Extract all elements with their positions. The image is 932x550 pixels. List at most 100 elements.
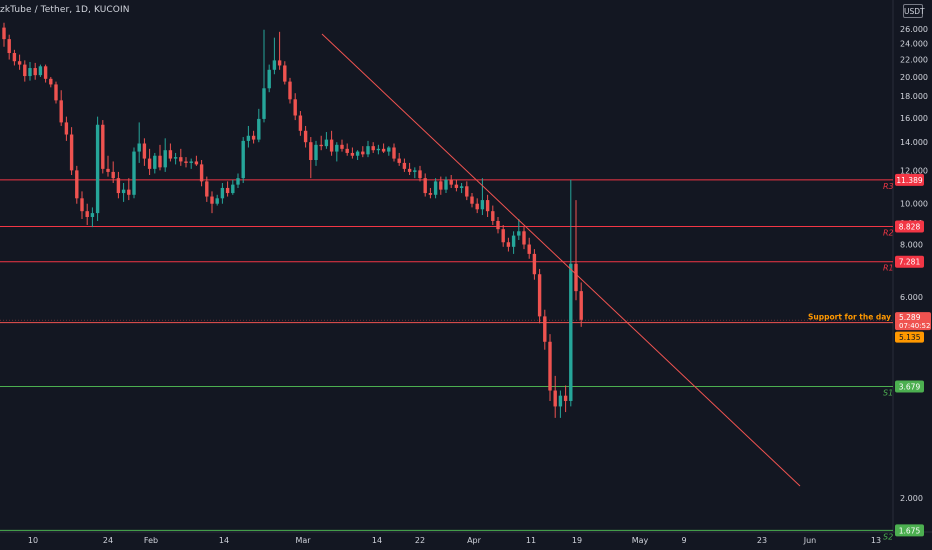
candle-body — [272, 60, 277, 70]
candle-body — [433, 181, 438, 195]
x-tick-label: 19 — [572, 536, 582, 545]
candle-body — [371, 146, 375, 151]
currency-button[interactable]: USDT — [903, 4, 925, 18]
candle-body — [17, 61, 22, 65]
candle-body — [397, 158, 401, 163]
level-price-tag: 3.679 — [899, 383, 921, 392]
candle-body — [387, 147, 391, 152]
candle-body — [439, 181, 443, 190]
candle-body — [184, 161, 188, 163]
candle-body — [69, 134, 74, 171]
level-name-r2: R2 — [883, 229, 894, 238]
candle-body — [153, 155, 157, 169]
x-tick-label: 14 — [372, 536, 382, 545]
candle-body — [257, 118, 261, 140]
x-tick-label: Apr — [467, 536, 482, 545]
level-price-tag-bg — [895, 173, 924, 186]
candle-body — [101, 124, 105, 169]
candle-body — [579, 291, 583, 320]
x-tick-label: Mar — [295, 536, 311, 545]
candle-body — [189, 161, 193, 163]
candle-body — [179, 157, 183, 162]
candle-body — [459, 186, 464, 188]
candle-body — [121, 189, 126, 194]
candle-body — [111, 171, 115, 179]
candle-body — [558, 395, 563, 407]
level-name-r1: R1 — [883, 264, 894, 273]
support-annotation: Support for the day — [808, 313, 891, 322]
candle-body — [205, 181, 209, 197]
candle-body — [246, 135, 251, 141]
trend-line[interactable] — [321, 33, 801, 487]
candle-body — [49, 78, 53, 85]
candle-body — [407, 168, 412, 172]
candle-body — [293, 99, 297, 116]
candle-body — [43, 66, 48, 79]
y-tick-label: 16.000 — [900, 114, 928, 123]
candle-body — [491, 211, 495, 221]
candle-body — [340, 144, 344, 149]
candle-body — [465, 186, 469, 197]
candle-body — [142, 143, 147, 159]
candle-body — [210, 196, 214, 204]
level-price-tag-bg — [895, 220, 924, 233]
candle-body — [90, 213, 95, 217]
candle-body — [241, 140, 245, 179]
current-price-countdown: 07:40:52 — [899, 322, 930, 330]
candle-body — [116, 178, 121, 194]
candle-body — [75, 170, 79, 199]
candle-body — [95, 124, 100, 214]
x-tick-label: Feb — [144, 536, 158, 545]
candle-body — [335, 144, 339, 152]
candle-body — [33, 68, 37, 76]
candle-body — [199, 164, 204, 182]
candle-body — [168, 150, 173, 159]
candle-body — [522, 231, 526, 245]
x-tick-label: 24 — [103, 536, 113, 545]
candle-body — [262, 88, 266, 119]
candle-body — [173, 157, 178, 159]
candle-body — [251, 135, 256, 140]
current-price-value: 5.289 — [899, 313, 921, 322]
candle-body — [267, 69, 271, 89]
candle-body — [220, 187, 225, 199]
x-tick-label: Jun — [803, 536, 817, 545]
level-name-s1: S1 — [883, 389, 893, 398]
candle-body — [574, 263, 578, 292]
level-name-s2: S2 — [883, 532, 893, 541]
candle-body — [147, 158, 152, 169]
candle-body — [319, 144, 323, 147]
y-tick-label: 2.000 — [900, 494, 923, 503]
level-price-tag-bg — [895, 524, 924, 537]
candle-body — [423, 178, 427, 194]
candle-body — [413, 170, 417, 172]
candle-body — [548, 341, 552, 391]
candle-body — [376, 148, 381, 151]
candle-body — [392, 147, 396, 159]
level-price-tag-bg — [895, 255, 924, 268]
candle-body — [361, 151, 365, 155]
candle-body — [527, 244, 531, 254]
support-price-tag-bg — [895, 331, 924, 343]
candle-body — [402, 162, 407, 169]
candle-body — [283, 65, 287, 82]
candle-body — [106, 168, 110, 172]
candle-body — [59, 100, 63, 123]
x-tick-label: 22 — [415, 536, 425, 545]
candle-body — [137, 143, 141, 152]
candle-body — [28, 68, 32, 77]
candle-body — [381, 148, 386, 152]
current-price-tag-bg — [895, 312, 931, 331]
candle-body — [163, 150, 167, 168]
candle-body — [12, 53, 17, 62]
level-price-tag: 8.828 — [899, 223, 921, 232]
candle-body — [537, 274, 542, 317]
y-tick-label: 6.000 — [900, 293, 923, 302]
level-price-tag: 11.389 — [896, 176, 922, 185]
x-tick-label: May — [632, 536, 649, 545]
candle-body — [553, 390, 557, 407]
y-tick-label: 24.000 — [900, 40, 928, 49]
y-tick-label: 10.000 — [900, 200, 928, 209]
y-tick-label: 26.000 — [900, 25, 928, 34]
